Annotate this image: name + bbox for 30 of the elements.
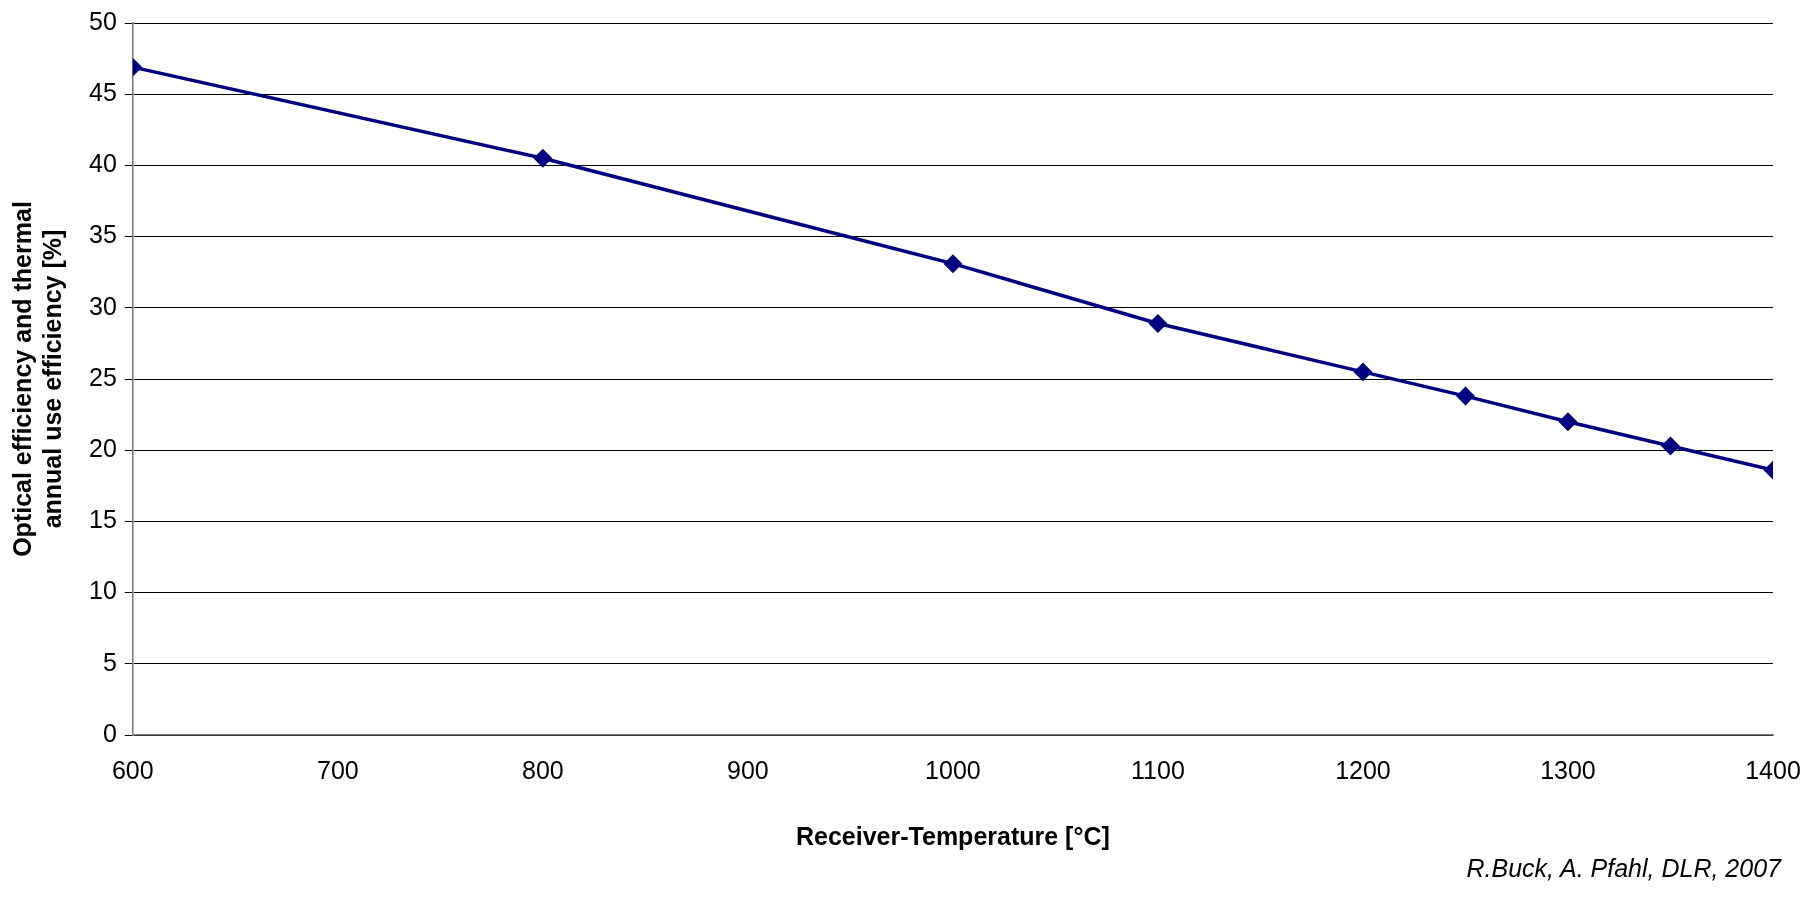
y-tick-label: 15 [89, 505, 117, 534]
point [1354, 363, 1372, 381]
y-tick-label: 50 [89, 6, 117, 35]
y-tick-label: 25 [89, 362, 117, 391]
y-tick-label: 30 [89, 291, 117, 320]
x-tick-label: 700 [316, 755, 359, 784]
x-tick-label: 900 [727, 755, 769, 784]
y-tick-label: 45 [89, 78, 117, 107]
point [1149, 314, 1167, 333]
x-tick-label: 800 [522, 755, 564, 784]
y-tick-label: 5 [102, 647, 117, 676]
x-tick-label: 600 [111, 755, 154, 784]
y-tick-label: 20 [89, 434, 117, 463]
x-tick-label: 1200 [1335, 755, 1391, 784]
y-tick-label: 0 [102, 718, 117, 747]
y-tick-label: 10 [89, 576, 117, 605]
x-tick-label: 1400 [1745, 755, 1801, 784]
text: R.Buck, A. Pfahl, DLR, 2007 [1466, 853, 1783, 882]
x-tick-label: 1300 [1540, 755, 1596, 784]
point [1559, 412, 1577, 431]
point [534, 149, 552, 168]
y-axis-title: Optical efficiency and thermal annual use efficiency [%] [7, 201, 66, 557]
x-tick-label: 1000 [925, 755, 981, 784]
y-tick-label: 35 [89, 220, 117, 249]
y-tick-label: 40 [89, 149, 117, 178]
point [1456, 387, 1475, 405]
x-tick-label: 1100 [1131, 755, 1185, 784]
x-axis-title: Receiver-Temperature [°C] [796, 821, 1110, 850]
point [944, 254, 962, 273]
point [1661, 437, 1680, 455]
